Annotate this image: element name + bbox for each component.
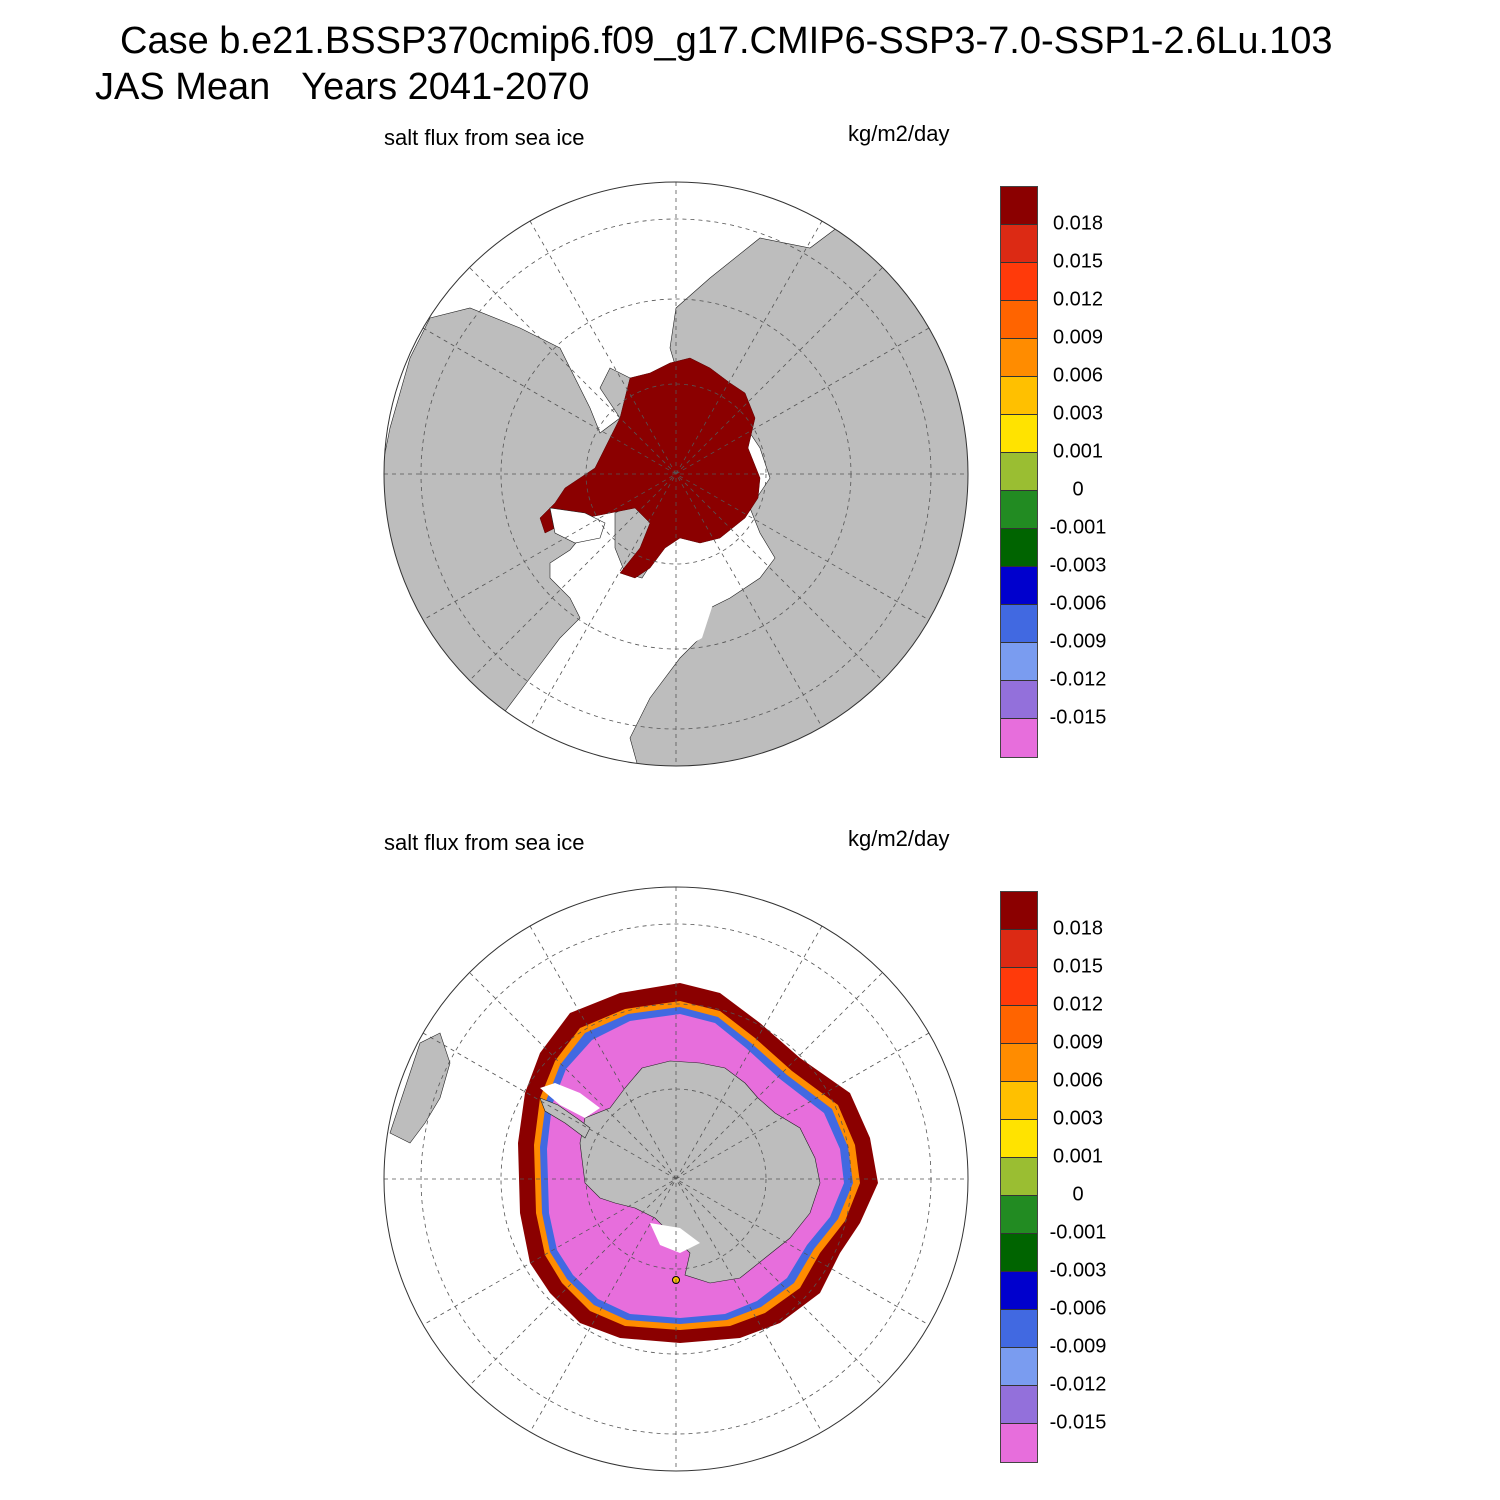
cbar-label: 0 — [1072, 1183, 1084, 1206]
north-cbar-swatch — [1001, 567, 1037, 605]
cbar-label: -0.012 — [1049, 1373, 1107, 1396]
south-map-boundary — [383, 886, 969, 1472]
cbar-label: -0.009 — [1049, 630, 1107, 653]
antarctic-peninsula — [539, 1097, 591, 1139]
cbar-label: 0.012 — [1052, 993, 1104, 1016]
cbar-label: 0.012 — [1052, 288, 1104, 311]
south-variable-label: salt flux from sea ice — [384, 830, 585, 855]
north-units-label: kg/m2/day — [848, 121, 950, 146]
north-cbar-swatch — [1001, 529, 1037, 567]
south-cbar-swatch — [1001, 1158, 1037, 1196]
north-cbar-swatch — [1001, 453, 1037, 491]
north-map-boundary — [383, 181, 969, 767]
cbar-label: 0.009 — [1052, 326, 1104, 349]
cbar-label: 0.018 — [1052, 212, 1104, 235]
north-cbar-swatch — [1001, 187, 1037, 225]
cbar-label: 0.001 — [1052, 1145, 1104, 1168]
cbar-label: -0.015 — [1049, 1411, 1107, 1434]
north-cbar-swatch — [1001, 339, 1037, 377]
north-cbar-swatch — [1001, 491, 1037, 529]
norwegian-sea — [670, 568, 715, 648]
north-graticule — [384, 182, 968, 766]
south-colorbar — [1000, 891, 1038, 1463]
north-cbar-swatch — [1001, 377, 1037, 415]
south-cbar-swatch — [1001, 930, 1037, 968]
cbar-label: 0.003 — [1052, 1107, 1104, 1130]
south-polar-map — [383, 886, 969, 1472]
south-cbar-swatch — [1001, 1234, 1037, 1272]
south-cbar-swatch — [1001, 1310, 1037, 1348]
south-cbar-swatch — [1001, 1272, 1037, 1310]
figure-title-case: Case b.e21.BSSP370cmip6.f09_g17.CMIP6-SS… — [120, 20, 1333, 62]
cbar-label: 0.001 — [1052, 440, 1104, 463]
cbar-label: -0.009 — [1049, 1335, 1107, 1358]
north-variable-label: salt flux from sea ice — [384, 125, 585, 150]
cbar-label: 0 — [1072, 478, 1084, 501]
cbar-label: -0.006 — [1049, 1297, 1107, 1320]
cbar-label: -0.003 — [1049, 554, 1107, 577]
south-panel: salt flux from sea ice kg/m2/day — [0, 705, 1500, 1472]
figure-title-period: JAS Mean Years 2041-2070 — [95, 66, 590, 108]
hudson-bay — [549, 507, 606, 544]
south-cbar-swatch — [1001, 1044, 1037, 1082]
north-panel: salt flux from sea ice kg/m2/day — [0, 0, 1500, 767]
north-cbar-swatch — [1001, 225, 1037, 263]
cbar-label: 0.006 — [1052, 364, 1104, 387]
weddell-open-water — [540, 1083, 600, 1118]
arctic-positive-salt-flux — [539, 357, 761, 579]
north-cbar-swatch — [1001, 301, 1037, 339]
north-cbar-swatch — [1001, 263, 1037, 301]
south-graticule — [384, 887, 968, 1471]
south-cbar-swatch — [1001, 968, 1037, 1006]
cbar-label: -0.012 — [1049, 668, 1107, 691]
ross-sea-open-water — [650, 1223, 700, 1253]
north-cbar-swatch — [1001, 643, 1037, 681]
south-cbar-swatch — [1001, 1386, 1037, 1424]
cbar-label: 0.009 — [1052, 1031, 1104, 1054]
cbar-label: -0.001 — [1049, 1221, 1107, 1244]
cbar-label: 0.015 — [1052, 955, 1104, 978]
south-cbar-swatch — [1001, 892, 1037, 930]
south-cbar-swatch — [1001, 1424, 1037, 1462]
cbar-label: -0.003 — [1049, 1259, 1107, 1282]
cbar-label: -0.015 — [1049, 706, 1107, 729]
north-cbar-swatch — [1001, 681, 1037, 719]
cbar-label: -0.001 — [1049, 516, 1107, 539]
cbar-label: 0.003 — [1052, 402, 1104, 425]
south-cbar-swatch — [1001, 1196, 1037, 1234]
cbar-label: 0.015 — [1052, 250, 1104, 273]
south-cbar-swatch — [1001, 1006, 1037, 1044]
south-america-landmass — [389, 1032, 451, 1144]
south-units-label: kg/m2/day — [848, 826, 950, 851]
south-cbar-swatch — [1001, 1082, 1037, 1120]
north-cbar-swatch — [1001, 605, 1037, 643]
north-cbar-swatch — [1001, 415, 1037, 453]
south-cbar-swatch — [1001, 1120, 1037, 1158]
north-polar-map — [383, 181, 969, 767]
cbar-label: -0.006 — [1049, 592, 1107, 615]
cbar-label: 0.018 — [1052, 917, 1104, 940]
cbar-label: 0.006 — [1052, 1069, 1104, 1092]
south-cbar-swatch — [1001, 1348, 1037, 1386]
north-colorbar — [1000, 186, 1038, 758]
north-cbar-swatch — [1001, 719, 1037, 757]
